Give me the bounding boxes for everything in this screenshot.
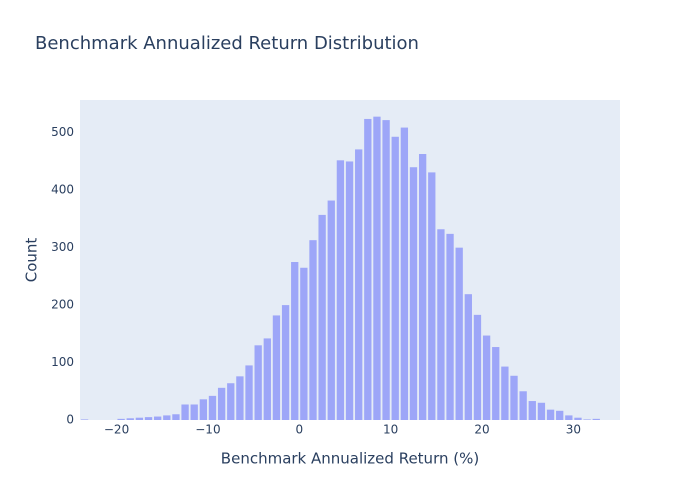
chart-title: Benchmark Annualized Return Distribution (35, 33, 419, 54)
bar (163, 415, 171, 420)
bar (355, 149, 363, 421)
bar (519, 391, 527, 420)
bar (418, 154, 427, 420)
bar (364, 118, 372, 420)
bar (437, 229, 445, 420)
bar (181, 404, 189, 420)
bar (492, 347, 500, 420)
y-axis-title: Count (23, 238, 41, 283)
y-tick-label: 100 (51, 355, 74, 369)
bar (300, 267, 308, 420)
bar (309, 240, 317, 420)
bar (345, 161, 354, 420)
bar (236, 376, 244, 420)
bar (528, 401, 536, 420)
bar (446, 233, 454, 420)
y-tick-label: 0 (66, 413, 74, 427)
bar (501, 366, 509, 420)
bar (574, 417, 582, 420)
bar (464, 294, 472, 420)
x-tick-label: −20 (104, 423, 129, 437)
y-tick-label: 300 (51, 240, 74, 254)
bar (482, 335, 491, 420)
y-tick-label: 200 (51, 298, 74, 312)
y-tick-label: 400 (51, 183, 74, 197)
bar (455, 247, 463, 420)
bar (144, 417, 153, 420)
bar (208, 395, 217, 420)
bar (281, 305, 290, 420)
bar (583, 419, 591, 420)
bar (117, 418, 125, 420)
bar (318, 214, 326, 420)
bar (510, 375, 518, 420)
bar (172, 414, 180, 420)
bar (126, 418, 134, 420)
bar (546, 409, 555, 420)
bar (190, 404, 198, 420)
y-tick-label: 500 (51, 125, 74, 139)
bar (154, 416, 162, 420)
x-tick-label: 20 (474, 423, 489, 437)
bar (336, 160, 345, 420)
x-tick-label: 10 (383, 423, 398, 437)
bar (382, 120, 390, 420)
bar (217, 387, 226, 420)
bar (291, 262, 299, 420)
bar (80, 419, 89, 420)
bar (199, 399, 208, 420)
bar (135, 417, 144, 420)
bar (537, 402, 546, 420)
bar (373, 116, 381, 421)
bar (245, 365, 253, 420)
bar (327, 200, 335, 420)
bar (227, 383, 235, 420)
bar (556, 410, 564, 420)
x-tick-label: 0 (295, 423, 303, 437)
x-axis-title: Benchmark Annualized Return (%) (221, 450, 479, 468)
x-tick-label: −10 (195, 423, 220, 437)
bar (263, 338, 271, 420)
x-tick-label: 30 (566, 423, 581, 437)
bar (391, 136, 399, 420)
bar (400, 127, 409, 421)
bar (254, 345, 262, 420)
bar (473, 314, 482, 420)
bar (272, 315, 281, 420)
bar (409, 167, 418, 420)
bar (592, 418, 600, 420)
bar (428, 172, 436, 420)
bar (565, 415, 573, 420)
